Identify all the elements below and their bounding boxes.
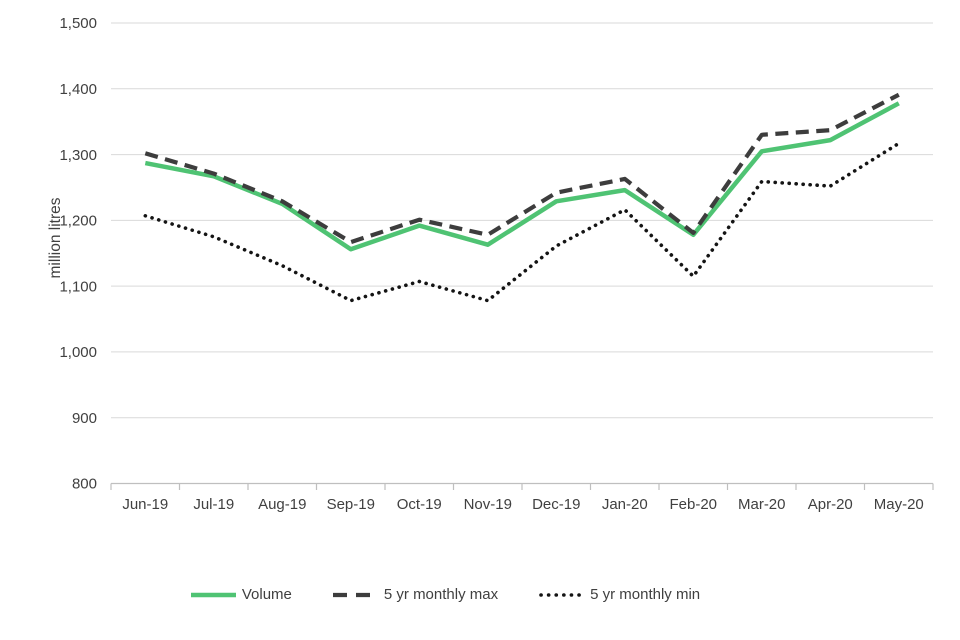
- y-tick-label: 900: [72, 410, 97, 427]
- x-tick-label: Feb-20: [669, 496, 717, 513]
- y-tick-label: 1,300: [59, 147, 97, 164]
- x-tick-label: Apr-20: [808, 496, 853, 513]
- legend-item-5-yr-monthly-max: 5 yr monthly max: [332, 586, 498, 603]
- gridlines: [111, 22, 933, 419]
- y-tick-labels: 1,500 1,400 1,300 1,200 1,100 1,000 900 800: [59, 15, 97, 493]
- legend-label-5-yr-monthly-min: 5 yr monthly min: [590, 586, 701, 603]
- y-tick-label: 1,500: [59, 15, 97, 32]
- x-tick-label: Nov-19: [464, 496, 512, 513]
- y-tick-label: 1,400: [59, 81, 97, 98]
- y-axis-title: million litres: [47, 197, 64, 278]
- x-tick-label: Dec-19: [532, 496, 580, 513]
- series-line-5-yr-monthly-min: [143, 141, 901, 303]
- x-tick-label: Aug-19: [258, 496, 306, 513]
- x-tick-label: Jan-20: [602, 496, 648, 513]
- data-series: [143, 92, 901, 303]
- legend-swatch-solid: [190, 592, 236, 597]
- x-tick-label: Jun-19: [122, 496, 168, 513]
- legend-swatch-dotted: [539, 592, 584, 597]
- legend-item-volume: Volume: [190, 586, 292, 603]
- series-line-volume: [144, 101, 900, 252]
- x-tick-label: Mar-20: [738, 496, 786, 513]
- line-chart: 1,500 1,400 1,300 1,200 1,100 1,000 900 800 Jun…: [47, 15, 934, 513]
- chart-legend: Volume 5 yr monthly max 5 yr monthly min: [0, 586, 890, 603]
- legend-swatch-dashed: [332, 592, 378, 597]
- y-tick-label: 1,100: [59, 278, 97, 295]
- legend-label-volume: Volume: [241, 586, 292, 603]
- legend-label-5-yr-monthly-max: 5 yr monthly max: [383, 586, 499, 603]
- y-tick-label: 800: [72, 476, 97, 493]
- x-tick-label: May-20: [874, 496, 924, 513]
- x-axis: [110, 482, 934, 490]
- x-tick-labels: Jun-19 Jul-19 Aug-19 Sep-19 Oct-19 Nov-19 Dec-…: [122, 496, 923, 513]
- y-tick-label: 1,000: [59, 344, 97, 361]
- x-tick-label: Oct-19: [397, 496, 442, 513]
- x-tick-label: Jul-19: [193, 496, 234, 513]
- x-tick-label: Sep-19: [327, 496, 375, 513]
- legend-item-5-yr-monthly-min: 5 yr monthly min: [538, 586, 700, 603]
- y-tick-label: 1,200: [59, 213, 97, 230]
- series-line-5-yr-monthly-max: [144, 92, 900, 245]
